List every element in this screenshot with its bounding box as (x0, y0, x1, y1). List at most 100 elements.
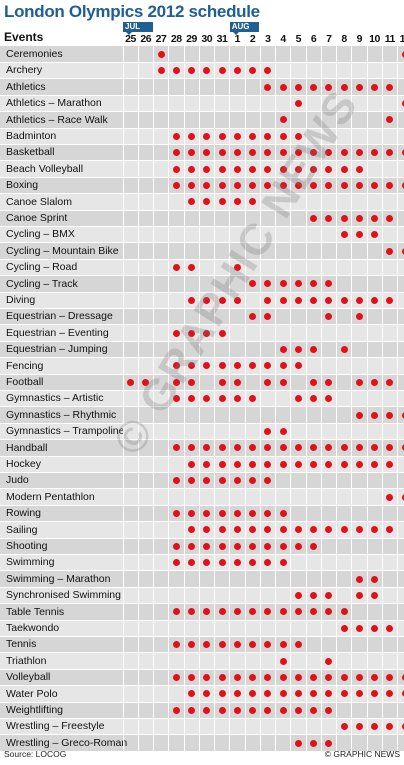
event-day-dot (264, 559, 272, 567)
grid-column-divider (244, 46, 246, 752)
grid-column-divider (259, 46, 261, 752)
event-day-dot (310, 149, 318, 157)
day-header-2: 26 (140, 33, 152, 45)
event-day-dot (371, 296, 379, 304)
event-day-dot (294, 444, 302, 452)
day-header-5: 29 (186, 33, 197, 45)
grid-column-divider (290, 46, 292, 752)
event-row (0, 554, 404, 571)
grid-row-divider (0, 111, 404, 113)
event-day-dot (157, 67, 165, 75)
event-day-dot (355, 411, 363, 419)
event-label: Equestrian – Jumping (6, 343, 108, 356)
grid-column-divider (229, 46, 231, 752)
event-row (0, 439, 404, 456)
event-day-dot (249, 444, 257, 452)
grid-column-divider (122, 46, 124, 752)
event-day-dot (264, 641, 272, 649)
grid-row-divider (0, 291, 404, 293)
event-row (0, 62, 404, 79)
event-day-dot (340, 624, 348, 632)
grid-row-divider (0, 619, 404, 621)
event-day-dot (355, 575, 363, 583)
event-row (0, 390, 404, 407)
grid-row-divider (0, 685, 404, 687)
event-day-dot (401, 411, 404, 419)
event-day-dot (249, 690, 257, 698)
event-row (0, 521, 404, 538)
grid-column-divider (198, 46, 200, 752)
grid-row-divider (0, 127, 404, 129)
event-day-dot (310, 165, 318, 173)
event-label: Weightlifting (6, 704, 64, 716)
event-day-dot (294, 690, 302, 698)
event-day-dot (340, 526, 348, 534)
event-day-dot (203, 706, 211, 714)
event-row (0, 292, 404, 309)
event-day-dot (310, 591, 318, 599)
event-label: Fencing (6, 359, 44, 372)
event-day-dot (279, 542, 287, 550)
event-day-dot (264, 83, 272, 91)
event-day-dot (218, 198, 226, 206)
event-day-dot (233, 132, 241, 140)
event-day-dot (355, 723, 363, 731)
event-day-dot (279, 706, 287, 714)
grid-column-divider (366, 46, 368, 752)
event-day-dot (233, 165, 241, 173)
event-day-dot (294, 641, 302, 649)
event-day-dot (218, 132, 226, 140)
event-day-dot (325, 395, 333, 403)
event-day-dot (386, 444, 394, 452)
event-row (0, 374, 404, 391)
grid-row-divider (0, 61, 404, 63)
event-day-dot (401, 493, 404, 501)
event-day-dot (264, 542, 272, 550)
grid-row-divider (0, 537, 404, 539)
event-day-dot (218, 690, 226, 698)
event-day-dot (340, 690, 348, 698)
event-day-dot (325, 313, 333, 321)
event-day-dot (294, 99, 302, 107)
event-day-dot (203, 198, 211, 206)
event-day-dot (355, 231, 363, 239)
event-day-dot (203, 559, 211, 567)
event-day-dot (279, 116, 287, 124)
event-day-dot (401, 673, 404, 681)
event-day-dot (203, 509, 211, 517)
event-day-dot (188, 444, 196, 452)
event-day-dot (325, 657, 333, 665)
event-day-dot (233, 149, 241, 157)
event-day-dot (279, 280, 287, 288)
event-day-dot (294, 542, 302, 550)
event-day-dot (355, 624, 363, 632)
grid-row-divider (0, 734, 404, 736)
event-row (0, 111, 404, 128)
event-day-dot (294, 526, 302, 534)
event-label: Swimming (6, 556, 55, 569)
event-row (0, 357, 404, 374)
event-day-dot (386, 214, 394, 222)
event-day-dot (279, 509, 287, 517)
event-day-dot (325, 526, 333, 534)
event-day-dot (294, 149, 302, 157)
day-header-17: 10 (369, 33, 380, 45)
event-day-dot (172, 395, 180, 403)
event-day-dot (249, 313, 257, 321)
event-day-dot (188, 690, 196, 698)
event-label: Beach Volleyball (6, 162, 84, 175)
grid-row-divider (0, 324, 404, 326)
event-label: Ceremonies (6, 48, 63, 60)
event-day-dot (294, 460, 302, 468)
event-day-dot (386, 411, 394, 419)
event-day-dot (279, 559, 287, 567)
event-day-dot (188, 329, 196, 337)
event-day-dot (355, 526, 363, 534)
grid-column-divider (214, 46, 215, 752)
event-day-dot (233, 641, 241, 649)
event-day-dot (188, 559, 196, 567)
event-day-dot (203, 542, 211, 550)
event-day-dot (310, 526, 318, 534)
event-day-dot (249, 526, 257, 534)
event-day-dot (218, 641, 226, 649)
